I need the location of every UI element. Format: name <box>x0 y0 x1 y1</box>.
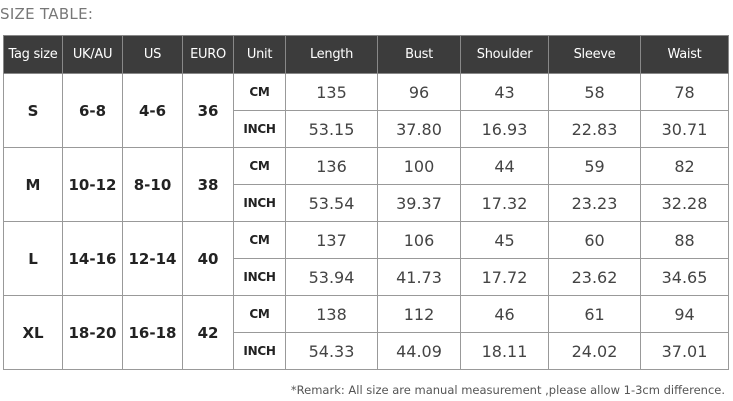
waist-cell: 37.01 <box>640 332 729 370</box>
waist-cell: 78 <box>640 73 729 111</box>
shoulder-cell: 43 <box>460 73 549 111</box>
unit-cell: INCH <box>233 332 286 370</box>
euro-cell: 42 <box>182 295 234 370</box>
table-row: INCH 53.54 39.37 17.32 23.23 32.28 <box>4 184 729 222</box>
size-table: Tag size UK/AU US EURO Unit Length Bust Shoulde… <box>3 35 729 370</box>
header-shoulder: Shoulder <box>460 35 549 74</box>
waist-cell: 30.71 <box>640 110 729 148</box>
shoulder-cell: 46 <box>460 295 549 333</box>
header-row: Tag size UK/AU US EURO Unit Length Bust Shoulde… <box>3 35 729 74</box>
unit-cell: INCH <box>233 258 286 296</box>
unit-cell: CM <box>233 295 286 333</box>
length-cell: 137 <box>285 221 378 259</box>
tag-cell: L <box>3 221 63 296</box>
table-row: XL 18-20 16-18 42 CM 138 112 46 61 94 <box>3 295 729 370</box>
waist-cell: 32.28 <box>640 184 729 222</box>
length-cell: 53.94 <box>285 258 378 296</box>
sleeve-cell: 22.83 <box>548 110 641 148</box>
bust-cell: 96 <box>377 73 461 111</box>
shoulder-cell: 16.93 <box>460 110 549 148</box>
tag-cell: S <box>3 73 63 148</box>
header-length: Length <box>285 35 378 74</box>
us-cell: 12-14 <box>122 221 183 296</box>
sleeve-cell: 60 <box>548 221 641 259</box>
header-bust: Bust <box>377 35 461 74</box>
sleeve-cell: 58 <box>548 73 641 111</box>
uk-cell: 14-16 <box>62 221 123 296</box>
length-cell: 138 <box>285 295 378 333</box>
unit-cell: CM <box>233 147 286 185</box>
table-row: INCH 53.15 37.80 16.93 22.83 30.71 <box>4 110 729 148</box>
unit-cell: CM <box>233 221 286 259</box>
waist-cell: 88 <box>640 221 729 259</box>
length-cell: 136 <box>285 147 378 185</box>
length-cell: 135 <box>285 73 378 111</box>
waist-cell: 82 <box>640 147 729 185</box>
sleeve-cell: 61 <box>548 295 641 333</box>
us-cell: 8-10 <box>122 147 183 222</box>
tag-cell: M <box>3 147 63 222</box>
uk-cell: 6-8 <box>62 73 123 148</box>
header-us: US <box>122 35 183 74</box>
unit-cell: INCH <box>233 184 286 222</box>
bust-cell: 44.09 <box>377 332 461 370</box>
bust-cell: 37.80 <box>377 110 461 148</box>
waist-cell: 34.65 <box>640 258 729 296</box>
bust-cell: 39.37 <box>377 184 461 222</box>
remark-note: *Remark: All size are manual measurement… <box>290 383 725 397</box>
bust-cell: 41.73 <box>377 258 461 296</box>
size-table-title: SIZE TABLE: <box>0 5 94 23</box>
length-cell: 54.33 <box>285 332 378 370</box>
uk-cell: 10-12 <box>62 147 123 222</box>
header-unit: Unit <box>233 35 286 74</box>
tag-cell: XL <box>3 295 63 370</box>
length-cell: 53.15 <box>285 110 378 148</box>
header-tag-size: Tag size <box>3 35 63 74</box>
sleeve-cell: 23.62 <box>548 258 641 296</box>
table-row: INCH 53.94 41.73 17.72 23.62 34.65 <box>4 258 729 296</box>
shoulder-cell: 44 <box>460 147 549 185</box>
waist-cell: 94 <box>640 295 729 333</box>
us-cell: 16-18 <box>122 295 183 370</box>
table-row: S 6-8 4-6 36 CM 135 96 43 58 78 <box>3 73 729 148</box>
unit-cell: CM <box>233 73 286 111</box>
shoulder-cell: 17.72 <box>460 258 549 296</box>
table-row: M 10-12 8-10 38 CM 136 100 44 59 82 <box>3 147 729 222</box>
header-waist: Waist <box>640 35 729 74</box>
header-sleeve: Sleeve <box>548 35 641 74</box>
uk-cell: 18-20 <box>62 295 123 370</box>
header-uk-au: UK/AU <box>62 35 123 74</box>
unit-cell: INCH <box>233 110 286 148</box>
header-euro: EURO <box>182 35 234 74</box>
euro-cell: 38 <box>182 147 234 222</box>
shoulder-cell: 45 <box>460 221 549 259</box>
length-cell: 53.54 <box>285 184 378 222</box>
sleeve-cell: 24.02 <box>548 332 641 370</box>
euro-cell: 36 <box>182 73 234 148</box>
us-cell: 4-6 <box>122 73 183 148</box>
sleeve-cell: 23.23 <box>548 184 641 222</box>
bust-cell: 106 <box>377 221 461 259</box>
euro-cell: 40 <box>182 221 234 296</box>
shoulder-cell: 17.32 <box>460 184 549 222</box>
bust-cell: 100 <box>377 147 461 185</box>
bust-cell: 112 <box>377 295 461 333</box>
table-row: INCH 54.33 44.09 18.11 24.02 37.01 <box>4 332 729 370</box>
sleeve-cell: 59 <box>548 147 641 185</box>
table-row: L 14-16 12-14 40 CM 137 106 45 60 88 <box>3 221 729 296</box>
shoulder-cell: 18.11 <box>460 332 549 370</box>
